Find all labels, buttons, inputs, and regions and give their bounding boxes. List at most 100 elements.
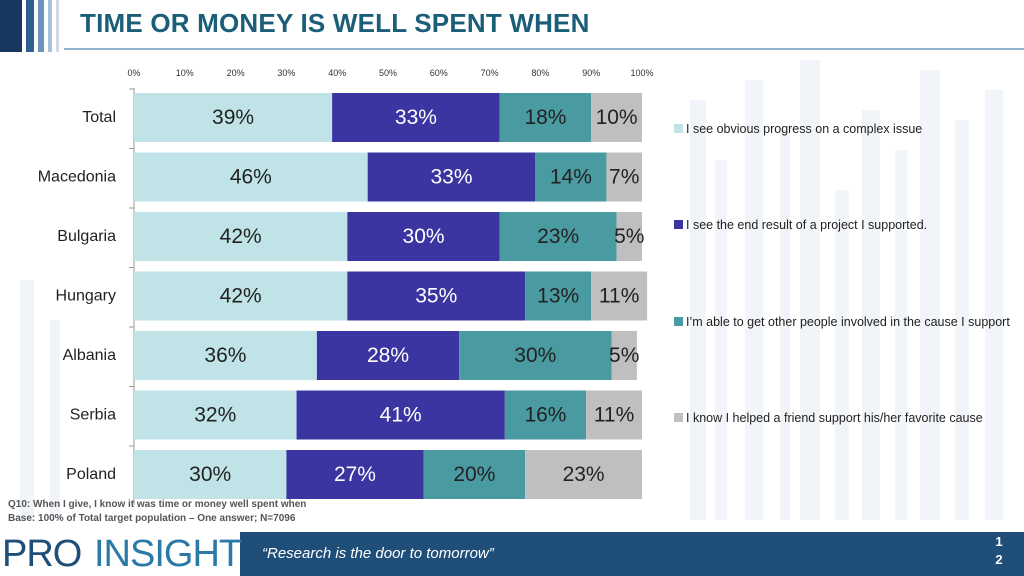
x-tick-label: 80% xyxy=(531,68,549,78)
legend-swatch xyxy=(674,317,683,326)
data-label: 39% xyxy=(212,106,254,129)
logo: PRO INSIGHT xyxy=(0,532,242,576)
bar-segment xyxy=(586,390,642,440)
page-number: 1 2 xyxy=(992,533,1006,569)
x-tick-label: 60% xyxy=(430,68,448,78)
data-label: 46% xyxy=(230,166,272,189)
bar-segment xyxy=(134,212,348,261)
footnote-base: Base: 100% of Total target population – … xyxy=(8,513,296,524)
x-tick-label: 20% xyxy=(227,68,245,78)
x-tick-label: 0% xyxy=(127,68,140,78)
stacked-bar-chart: 0% 10% 20% 30% 40% 50% 60% 70% 80% 90% 100% Total 39… xyxy=(38,68,654,505)
data-label: 30% xyxy=(514,344,556,367)
data-label: 33% xyxy=(395,106,437,129)
x-tick-label: 10% xyxy=(176,68,194,78)
bar-segment xyxy=(134,331,317,380)
title-divider xyxy=(64,48,1024,50)
bar-segment xyxy=(347,212,500,261)
data-label: 41% xyxy=(380,404,422,427)
x-tick-label: 70% xyxy=(481,68,499,78)
data-label: 11% xyxy=(594,404,634,427)
bar-segment xyxy=(332,93,500,142)
bar-segment xyxy=(525,271,592,321)
bar-segment xyxy=(286,450,424,499)
bar-segment xyxy=(525,450,642,499)
footnote-question: Q10: When I give, I know it was time or … xyxy=(8,499,307,510)
x-tick-label: 50% xyxy=(379,68,397,78)
bar-segment xyxy=(134,390,297,440)
legend-swatch xyxy=(674,220,683,229)
data-label: 42% xyxy=(220,225,262,248)
bar-segment xyxy=(504,390,587,440)
legend-label: I’m able to get other people involved in… xyxy=(686,315,1010,329)
bar-segment xyxy=(591,271,648,321)
data-label: 5% xyxy=(609,344,639,367)
data-label: 27% xyxy=(334,463,376,486)
category-label: Macedonia xyxy=(38,169,116,186)
title-decoration xyxy=(0,0,59,52)
legend-label: I see obvious progress on a complex issu… xyxy=(686,122,923,136)
data-label: 11% xyxy=(599,285,639,308)
bar-segment xyxy=(134,271,348,321)
legend-swatch xyxy=(674,124,683,133)
legend-label: I see the end result of a project I supp… xyxy=(686,218,928,232)
bar-segment xyxy=(296,390,505,440)
background-art xyxy=(20,60,1003,520)
data-label: 10% xyxy=(596,106,638,129)
bar-segment xyxy=(611,331,637,380)
category-label: Poland xyxy=(66,466,116,483)
data-label: 16% xyxy=(524,404,566,427)
data-label: 18% xyxy=(524,106,566,129)
x-tick-label: 30% xyxy=(277,68,295,78)
bar-segment xyxy=(499,93,592,142)
category-label: Hungary xyxy=(56,288,116,305)
page-number-digit: 1 xyxy=(995,534,1003,549)
data-label: 42% xyxy=(220,285,262,308)
data-label: 13% xyxy=(537,285,579,308)
data-label: 5% xyxy=(614,225,644,248)
legend-label: I know I helped a friend support his/her… xyxy=(686,411,983,425)
data-label: 30% xyxy=(403,225,445,248)
data-label: 20% xyxy=(453,463,495,486)
bar-segment xyxy=(367,152,536,202)
legend-item: I see the end result of a project I supp… xyxy=(674,216,1014,234)
data-label: 35% xyxy=(415,285,457,308)
category-label: Total xyxy=(82,109,116,126)
data-label: 30% xyxy=(189,463,231,486)
data-label: 32% xyxy=(194,404,236,427)
bar-segment xyxy=(316,331,460,380)
x-tick-label: 100% xyxy=(630,68,653,78)
bar-segment xyxy=(535,152,607,202)
x-tick-label: 90% xyxy=(582,68,600,78)
logo-pro-text: PRO xyxy=(2,533,82,575)
x-tick-label: 40% xyxy=(328,68,346,78)
bar-segment xyxy=(499,212,617,261)
legend-swatch xyxy=(674,413,683,422)
category-label: Bulgaria xyxy=(57,228,116,245)
bar-segment xyxy=(134,93,333,142)
data-label: 23% xyxy=(563,463,605,486)
legend-item: I know I helped a friend support his/her… xyxy=(674,409,1014,427)
tagline: “Research is the door to tomorrow” xyxy=(262,545,494,562)
data-label: 23% xyxy=(537,225,579,248)
logo-insight-text: INSIGHT xyxy=(94,533,242,575)
bar-segment xyxy=(459,331,612,380)
bar-segment xyxy=(347,271,526,321)
data-label: 33% xyxy=(430,166,472,189)
footer-bar: PRO INSIGHT “Research is the door to tom… xyxy=(0,532,1024,576)
bar-segment xyxy=(606,152,642,202)
bar-segment xyxy=(423,450,526,499)
bar-segment xyxy=(134,152,368,202)
data-label: 28% xyxy=(367,344,409,367)
data-label: 36% xyxy=(204,344,246,367)
bar-segment xyxy=(591,93,642,142)
page-title: TIME OR MONEY IS WELL SPENT WHEN xyxy=(80,8,590,38)
page-number-digit: 2 xyxy=(995,552,1003,567)
legend-item: I’m able to get other people involved in… xyxy=(674,313,1014,331)
bar-segment xyxy=(134,450,287,499)
data-label: 7% xyxy=(609,166,639,189)
data-label: 14% xyxy=(550,166,592,189)
bar-segment xyxy=(616,212,642,261)
legend-item: I see obvious progress on a complex issu… xyxy=(674,120,1014,138)
category-label: Serbia xyxy=(70,407,116,424)
